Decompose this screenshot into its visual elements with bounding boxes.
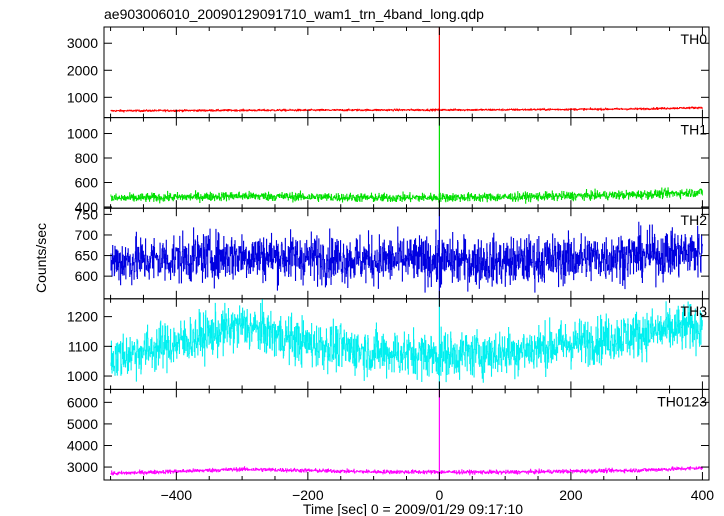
- series-line-th3: [110, 299, 703, 383]
- y-tick-label: 5000: [67, 416, 98, 432]
- y-tick-label: 750: [75, 206, 99, 222]
- x-tick-label: 200: [559, 487, 583, 503]
- y-tick-label: 2000: [67, 62, 98, 78]
- series-line-th0: [110, 106, 703, 113]
- y-tick-label: 1200: [67, 309, 98, 325]
- y-tick-label: 1000: [67, 89, 98, 105]
- y-tick-label: 4000: [67, 437, 98, 453]
- panel-label: TH0: [681, 31, 708, 47]
- x-tick-label: 400: [691, 487, 715, 503]
- y-tick-label: 400: [75, 199, 99, 215]
- y-tick-label: 700: [75, 227, 99, 243]
- y-tick-label: 1000: [67, 126, 98, 142]
- series-line-th0123: [110, 466, 703, 476]
- x-tick-label: 0: [435, 487, 443, 503]
- y-tick-label: 600: [75, 174, 99, 190]
- panel-label: TH2: [681, 212, 708, 228]
- y-tick-label: 3000: [67, 35, 98, 51]
- y-axis-label: Counts/sec: [33, 223, 49, 293]
- y-tick-label: 650: [75, 248, 99, 264]
- series-line-th2: [110, 221, 703, 293]
- x-tick-label: −200: [292, 487, 324, 503]
- panel-th2: 600 650 700 750 TH2: [75, 206, 710, 300]
- panel-th1: 400 600 800 1000 TH1: [67, 117, 710, 215]
- x-axis-label: Time [sec] 0 = 2009/01/29 09:17:10: [303, 501, 523, 516]
- y-tick-label: 1100: [68, 338, 98, 354]
- x-tick-label: −400: [161, 487, 193, 503]
- y-tick-label: 600: [75, 268, 99, 284]
- panel-label: TH0123: [657, 393, 707, 409]
- chart-title: ae903006010_20090129091710_wam1_trn_4ban…: [104, 6, 484, 22]
- y-tick-label: 3000: [67, 459, 98, 475]
- y-tick-label: 800: [75, 150, 99, 166]
- panel-label: TH3: [681, 303, 708, 319]
- series-line-th1: [110, 187, 703, 204]
- panel-th3: 1000 1100 1200 TH3: [67, 298, 710, 390]
- panel-th0123: 3000 4000 5000 6000 TH0123 −400 −200 0 200 400: [67, 388, 715, 503]
- panel-frame: [103, 388, 710, 481]
- panel-th0: 1000 2000 3000 TH0: [67, 26, 710, 119]
- y-tick-label: 6000: [67, 394, 98, 410]
- panel-label: TH1: [681, 122, 708, 138]
- y-tick-label: 1000: [67, 368, 98, 384]
- panel-frame: [103, 26, 710, 119]
